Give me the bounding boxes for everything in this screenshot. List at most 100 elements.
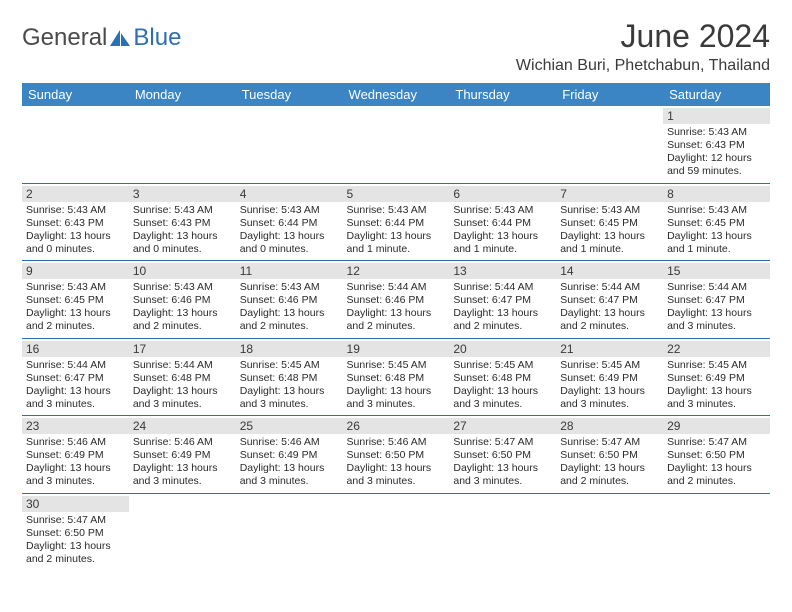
calendar-cell bbox=[343, 493, 450, 570]
daylight-text: Daylight: 13 hours and 3 minutes. bbox=[560, 385, 659, 411]
sunset-text: Sunset: 6:48 PM bbox=[453, 372, 552, 385]
calendar-cell: 2Sunrise: 5:43 AMSunset: 6:43 PMDaylight… bbox=[22, 183, 129, 261]
day-details: Sunrise: 5:46 AMSunset: 6:50 PMDaylight:… bbox=[347, 436, 446, 489]
day-details: Sunrise: 5:46 AMSunset: 6:49 PMDaylight:… bbox=[26, 436, 125, 489]
sunrise-text: Sunrise: 5:46 AM bbox=[347, 436, 446, 449]
calendar-cell bbox=[449, 106, 556, 183]
daylight-text: Daylight: 13 hours and 3 minutes. bbox=[347, 385, 446, 411]
sunset-text: Sunset: 6:46 PM bbox=[347, 294, 446, 307]
day-details: Sunrise: 5:45 AMSunset: 6:48 PMDaylight:… bbox=[240, 359, 339, 412]
sunset-text: Sunset: 6:47 PM bbox=[560, 294, 659, 307]
day-number: 27 bbox=[449, 418, 556, 434]
calendar-week-row: 30Sunrise: 5:47 AMSunset: 6:50 PMDayligh… bbox=[22, 493, 770, 570]
day-number bbox=[129, 108, 236, 124]
sunset-text: Sunset: 6:44 PM bbox=[453, 217, 552, 230]
calendar-cell: 20Sunrise: 5:45 AMSunset: 6:48 PMDayligh… bbox=[449, 338, 556, 416]
calendar-cell: 10Sunrise: 5:43 AMSunset: 6:46 PMDayligh… bbox=[129, 261, 236, 339]
calendar-cell: 25Sunrise: 5:46 AMSunset: 6:49 PMDayligh… bbox=[236, 416, 343, 494]
sunset-text: Sunset: 6:49 PM bbox=[133, 449, 232, 462]
day-number: 29 bbox=[663, 418, 770, 434]
sunset-text: Sunset: 6:49 PM bbox=[560, 372, 659, 385]
day-details: Sunrise: 5:47 AMSunset: 6:50 PMDaylight:… bbox=[560, 436, 659, 489]
daylight-text: Daylight: 13 hours and 3 minutes. bbox=[667, 307, 766, 333]
day-number bbox=[129, 496, 236, 512]
day-details: Sunrise: 5:44 AMSunset: 6:47 PMDaylight:… bbox=[560, 281, 659, 334]
day-number: 8 bbox=[663, 186, 770, 202]
sunrise-text: Sunrise: 5:46 AM bbox=[240, 436, 339, 449]
daylight-text: Daylight: 13 hours and 1 minute. bbox=[667, 230, 766, 256]
day-details: Sunrise: 5:43 AMSunset: 6:44 PMDaylight:… bbox=[347, 204, 446, 257]
day-details: Sunrise: 5:47 AMSunset: 6:50 PMDaylight:… bbox=[453, 436, 552, 489]
day-number bbox=[236, 496, 343, 512]
daylight-text: Daylight: 12 hours and 59 minutes. bbox=[667, 152, 766, 178]
day-details: Sunrise: 5:43 AMSunset: 6:45 PMDaylight:… bbox=[667, 204, 766, 257]
day-number bbox=[343, 108, 450, 124]
sunrise-text: Sunrise: 5:44 AM bbox=[26, 359, 125, 372]
day-details: Sunrise: 5:43 AMSunset: 6:46 PMDaylight:… bbox=[240, 281, 339, 334]
day-details: Sunrise: 5:43 AMSunset: 6:43 PMDaylight:… bbox=[667, 126, 766, 179]
day-details: Sunrise: 5:44 AMSunset: 6:47 PMDaylight:… bbox=[453, 281, 552, 334]
calendar-cell: 8 Sunrise: 5:43 AMSunset: 6:45 PMDaylight… bbox=[663, 183, 770, 261]
daylight-text: Daylight: 13 hours and 2 minutes. bbox=[453, 307, 552, 333]
daylight-text: Daylight: 13 hours and 0 minutes. bbox=[133, 230, 232, 256]
day-number: 10 bbox=[129, 263, 236, 279]
brand-part1: General bbox=[22, 24, 107, 52]
day-number: 6 bbox=[449, 186, 556, 202]
calendar-cell: 18Sunrise: 5:45 AMSunset: 6:48 PMDayligh… bbox=[236, 338, 343, 416]
day-number: 11 bbox=[236, 263, 343, 279]
calendar-cell: 7Sunrise: 5:43 AMSunset: 6:45 PMDaylight… bbox=[556, 183, 663, 261]
day-details: Sunrise: 5:43 AMSunset: 6:44 PMDaylight:… bbox=[240, 204, 339, 257]
sunset-text: Sunset: 6:43 PM bbox=[26, 217, 125, 230]
calendar-cell: 14Sunrise: 5:44 AMSunset: 6:47 PMDayligh… bbox=[556, 261, 663, 339]
day-details: Sunrise: 5:43 AMSunset: 6:43 PMDaylight:… bbox=[133, 204, 232, 257]
daylight-text: Daylight: 13 hours and 3 minutes. bbox=[26, 385, 125, 411]
calendar-cell: 21Sunrise: 5:45 AMSunset: 6:49 PMDayligh… bbox=[556, 338, 663, 416]
sunrise-text: Sunrise: 5:47 AM bbox=[560, 436, 659, 449]
calendar-cell: 9Sunrise: 5:43 AMSunset: 6:45 PMDaylight… bbox=[22, 261, 129, 339]
calendar-week-row: 2Sunrise: 5:43 AMSunset: 6:43 PMDaylight… bbox=[22, 183, 770, 261]
sunrise-text: Sunrise: 5:43 AM bbox=[560, 204, 659, 217]
day-details: Sunrise: 5:45 AMSunset: 6:49 PMDaylight:… bbox=[560, 359, 659, 412]
sunrise-text: Sunrise: 5:44 AM bbox=[560, 281, 659, 294]
sunset-text: Sunset: 6:45 PM bbox=[560, 217, 659, 230]
calendar-cell: 16Sunrise: 5:44 AMSunset: 6:47 PMDayligh… bbox=[22, 338, 129, 416]
day-number: 23 bbox=[22, 418, 129, 434]
sunrise-text: Sunrise: 5:47 AM bbox=[667, 436, 766, 449]
sunset-text: Sunset: 6:46 PM bbox=[133, 294, 232, 307]
sunset-text: Sunset: 6:43 PM bbox=[133, 217, 232, 230]
calendar-cell: 23 Sunrise: 5:46 AMSunset: 6:49 PMDayligh… bbox=[22, 416, 129, 494]
weekday-header-row: SundayMondayTuesdayWednesdayThursdayFrid… bbox=[22, 83, 770, 106]
sunrise-text: Sunrise: 5:47 AM bbox=[26, 514, 125, 527]
calendar-cell bbox=[449, 493, 556, 570]
daylight-text: Daylight: 13 hours and 3 minutes. bbox=[133, 462, 232, 488]
sunrise-text: Sunrise: 5:43 AM bbox=[133, 204, 232, 217]
calendar-cell bbox=[556, 493, 663, 570]
weekday-header: Monday bbox=[129, 83, 236, 106]
daylight-text: Daylight: 13 hours and 3 minutes. bbox=[453, 385, 552, 411]
sunrise-text: Sunrise: 5:46 AM bbox=[133, 436, 232, 449]
day-details: Sunrise: 5:44 AMSunset: 6:48 PMDaylight:… bbox=[133, 359, 232, 412]
day-number: 13 bbox=[449, 263, 556, 279]
calendar-cell: 6Sunrise: 5:43 AMSunset: 6:44 PMDaylight… bbox=[449, 183, 556, 261]
day-details: Sunrise: 5:44 AMSunset: 6:47 PMDaylight:… bbox=[667, 281, 766, 334]
daylight-text: Daylight: 13 hours and 2 minutes. bbox=[240, 307, 339, 333]
calendar-cell bbox=[236, 106, 343, 183]
day-details: Sunrise: 5:46 AMSunset: 6:49 PMDaylight:… bbox=[133, 436, 232, 489]
sunset-text: Sunset: 6:49 PM bbox=[26, 449, 125, 462]
day-number: 9 bbox=[22, 263, 129, 279]
daylight-text: Daylight: 13 hours and 1 minute. bbox=[453, 230, 552, 256]
calendar-cell bbox=[129, 493, 236, 570]
sunrise-text: Sunrise: 5:45 AM bbox=[560, 359, 659, 372]
title-block: June 2024 Wichian Buri, Phetchabun, Thai… bbox=[516, 18, 770, 75]
sunset-text: Sunset: 6:45 PM bbox=[667, 217, 766, 230]
daylight-text: Daylight: 13 hours and 2 minutes. bbox=[347, 307, 446, 333]
sunrise-text: Sunrise: 5:43 AM bbox=[240, 204, 339, 217]
calendar-cell bbox=[343, 106, 450, 183]
calendar-cell: 26Sunrise: 5:46 AMSunset: 6:50 PMDayligh… bbox=[343, 416, 450, 494]
day-number: 4 bbox=[236, 186, 343, 202]
day-number: 24 bbox=[129, 418, 236, 434]
daylight-text: Daylight: 13 hours and 2 minutes. bbox=[133, 307, 232, 333]
day-number: 3 bbox=[129, 186, 236, 202]
calendar-cell: 15Sunrise: 5:44 AMSunset: 6:47 PMDayligh… bbox=[663, 261, 770, 339]
day-details: Sunrise: 5:46 AMSunset: 6:49 PMDaylight:… bbox=[240, 436, 339, 489]
